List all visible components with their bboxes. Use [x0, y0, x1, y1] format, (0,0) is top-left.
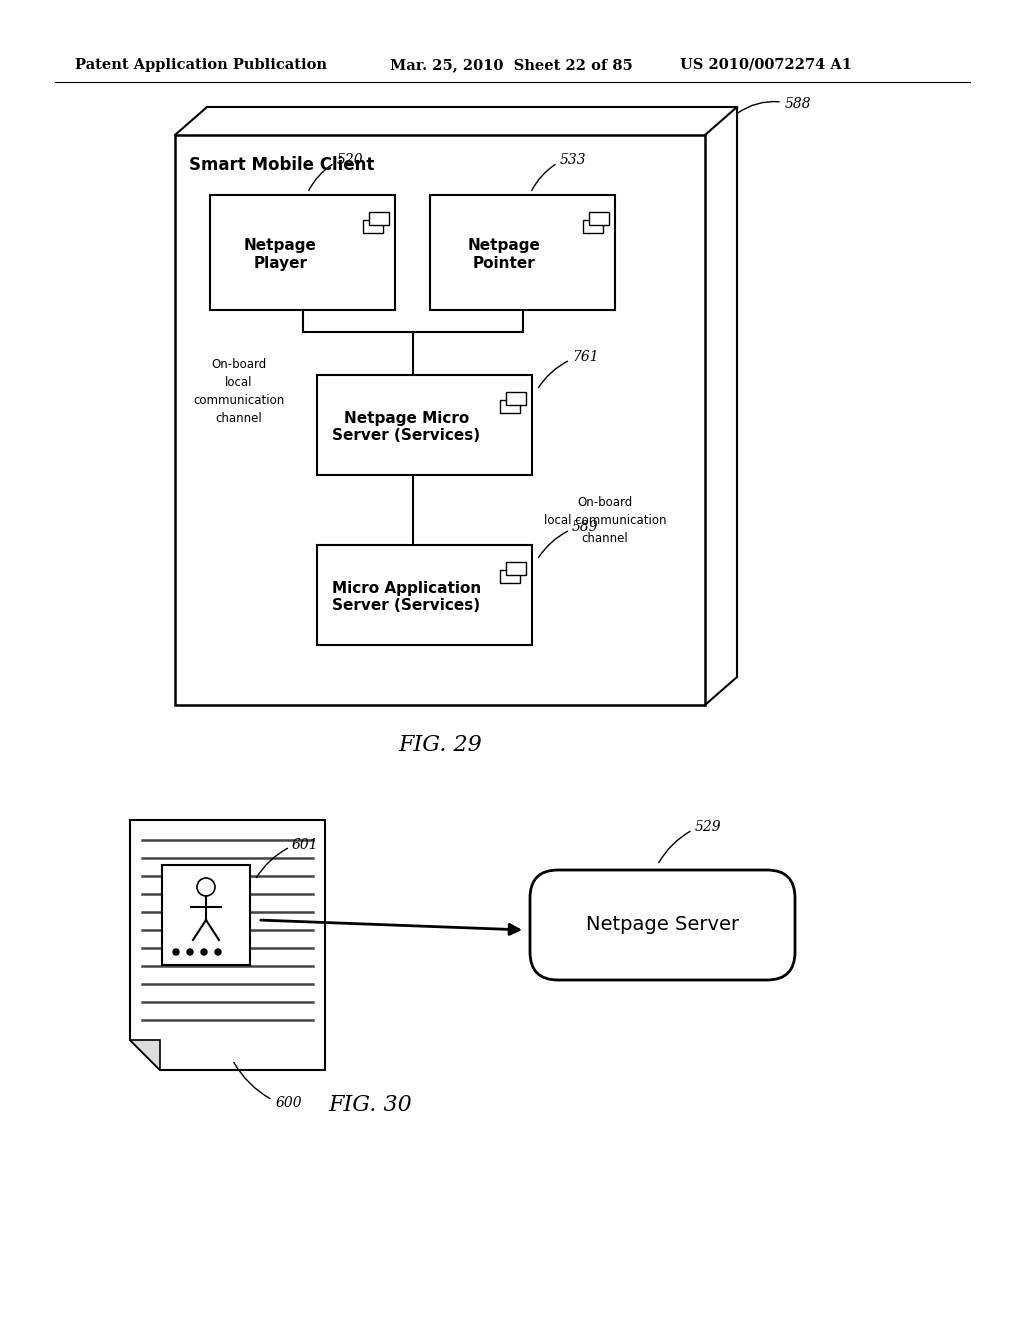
Text: 520: 520	[337, 153, 364, 168]
Text: Mar. 25, 2010  Sheet 22 of 85: Mar. 25, 2010 Sheet 22 of 85	[390, 58, 633, 73]
Text: FIG. 29: FIG. 29	[398, 734, 482, 756]
Text: 601: 601	[292, 838, 318, 851]
Bar	[317, 375, 532, 475]
Bar	[369, 213, 389, 224]
Circle shape	[201, 949, 207, 954]
FancyBboxPatch shape	[530, 870, 795, 979]
Text: 589: 589	[572, 520, 599, 535]
Bar	[506, 392, 526, 405]
Text: Netpage Micro
Server (Services): Netpage Micro Server (Services)	[333, 411, 480, 444]
Circle shape	[215, 949, 221, 954]
Bar	[317, 545, 532, 645]
Bar	[583, 220, 603, 234]
Bar	[162, 865, 250, 965]
Bar	[500, 400, 520, 413]
Text: Netpage
Player: Netpage Player	[244, 239, 317, 271]
Text: On-board
local
communication
channel: On-board local communication channel	[193, 359, 285, 425]
Circle shape	[197, 878, 215, 896]
Text: Netpage Server: Netpage Server	[586, 916, 739, 935]
Circle shape	[173, 949, 179, 954]
Polygon shape	[130, 1040, 160, 1071]
Text: 529: 529	[694, 820, 721, 834]
Bar	[175, 135, 705, 705]
Bar	[506, 562, 526, 576]
Bar	[362, 220, 383, 234]
Circle shape	[187, 949, 193, 954]
Text: Smart Mobile Client: Smart Mobile Client	[189, 156, 375, 174]
Text: Micro Application
Server (Services): Micro Application Server (Services)	[332, 581, 481, 614]
Text: FIG. 30: FIG. 30	[328, 1094, 412, 1115]
Bar	[430, 195, 615, 310]
Text: 588: 588	[785, 96, 812, 111]
Text: Netpage
Pointer: Netpage Pointer	[468, 239, 541, 271]
Bar	[589, 213, 609, 224]
Text: 761: 761	[572, 350, 599, 364]
Text: Patent Application Publication: Patent Application Publication	[75, 58, 327, 73]
Text: On-board
local communication
channel: On-board local communication channel	[544, 495, 667, 544]
Text: 600: 600	[275, 1096, 302, 1110]
Bar	[210, 195, 395, 310]
Text: 533: 533	[559, 153, 586, 168]
Text: US 2010/0072274 A1: US 2010/0072274 A1	[680, 58, 852, 73]
Polygon shape	[130, 820, 325, 1071]
Bar	[500, 570, 520, 583]
